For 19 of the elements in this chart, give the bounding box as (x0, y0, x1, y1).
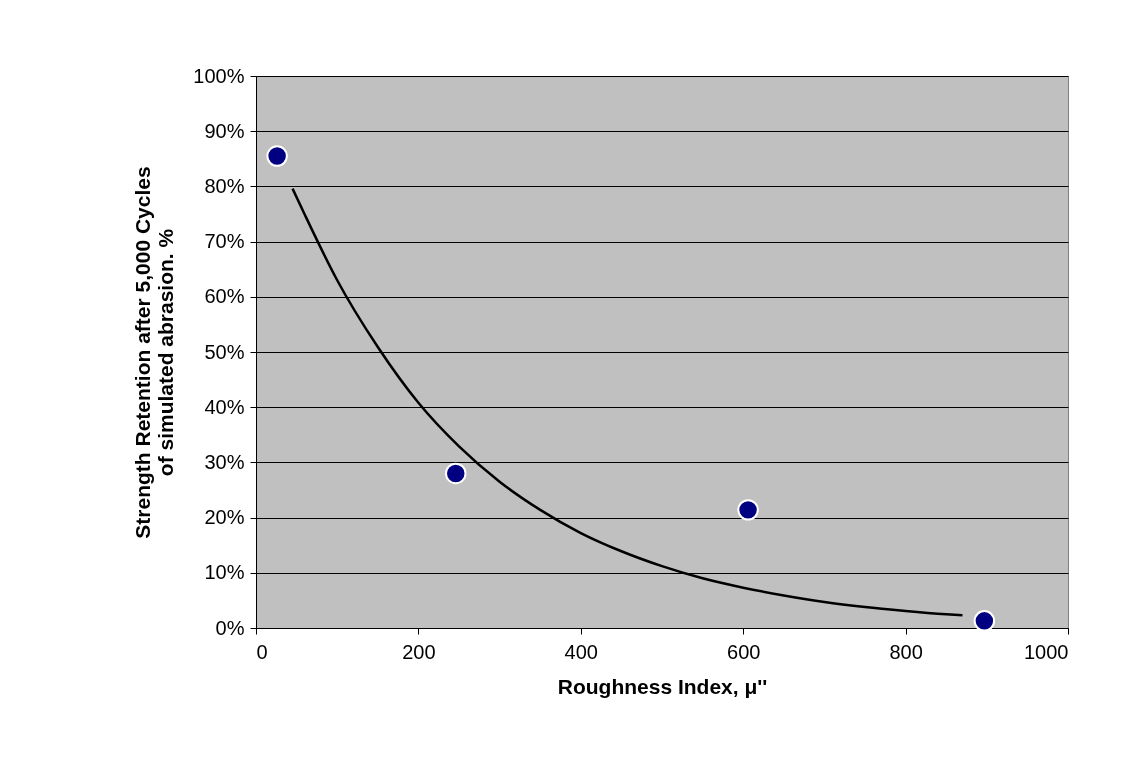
x-axis-title: Roughness Index, μ'' (557, 674, 768, 698)
y-tick-label: 0% (215, 616, 245, 639)
x-tick-label: 1000 (1024, 640, 1069, 663)
y-tick-label: 100% (193, 64, 245, 87)
y-tick-label: 40% (204, 395, 245, 418)
y-tick-label: 90% (204, 119, 245, 142)
x-tick-label: 400 (564, 640, 598, 663)
y-tick-label: 20% (204, 506, 245, 529)
y-axis-title: Strength Retention after 5,000 Cycles of simulated abrasion. % (131, 166, 178, 539)
x-tick-label: 800 (889, 640, 923, 663)
y-tick-label: 70% (204, 230, 245, 253)
x-tick-label: 200 (402, 640, 436, 663)
x-tick-label: 0 (256, 640, 268, 663)
x-tick-label: 600 (727, 640, 761, 663)
y-tick-label: 80% (204, 174, 245, 197)
y-tick-label: 10% (204, 561, 245, 584)
y-tick-label: 50% (204, 340, 245, 363)
y-tick-label: 30% (204, 450, 245, 473)
y-tick-label: 60% (204, 285, 245, 308)
